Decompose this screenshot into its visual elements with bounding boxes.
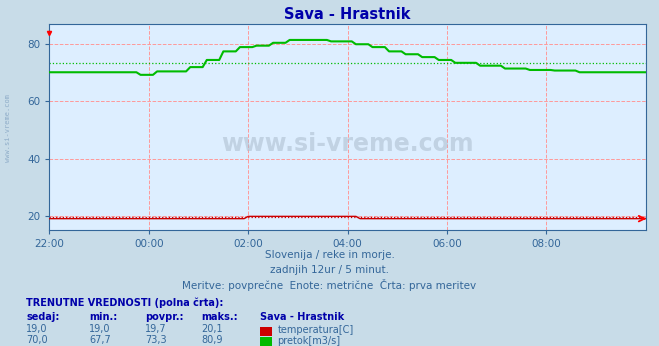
Text: Slovenija / reke in morje.: Slovenija / reke in morje. [264,250,395,260]
Text: 67,7: 67,7 [89,335,111,345]
Text: maks.:: maks.: [201,312,238,322]
Text: www.si-vreme.com: www.si-vreme.com [221,131,474,156]
Text: 70,0: 70,0 [26,335,48,345]
Text: 20,1: 20,1 [201,324,223,334]
Text: 19,0: 19,0 [26,324,48,334]
Text: sedaj:: sedaj: [26,312,60,322]
Text: temperatura[C]: temperatura[C] [277,325,354,335]
Text: pretok[m3/s]: pretok[m3/s] [277,336,341,346]
Text: TRENUTNE VREDNOSTI (polna črta):: TRENUTNE VREDNOSTI (polna črta): [26,298,224,308]
Text: Meritve: povprečne  Enote: metrične  Črta: prva meritev: Meritve: povprečne Enote: metrične Črta:… [183,279,476,291]
Text: 73,3: 73,3 [145,335,167,345]
Text: Sava - Hrastnik: Sava - Hrastnik [260,312,345,322]
Text: povpr.:: povpr.: [145,312,183,322]
Text: www.si-vreme.com: www.si-vreme.com [5,94,11,162]
Text: min.:: min.: [89,312,117,322]
Text: 19,7: 19,7 [145,324,167,334]
Title: Sava - Hrastnik: Sava - Hrastnik [285,7,411,22]
Text: 80,9: 80,9 [201,335,223,345]
Text: 19,0: 19,0 [89,324,111,334]
Text: zadnjih 12ur / 5 minut.: zadnjih 12ur / 5 minut. [270,265,389,275]
